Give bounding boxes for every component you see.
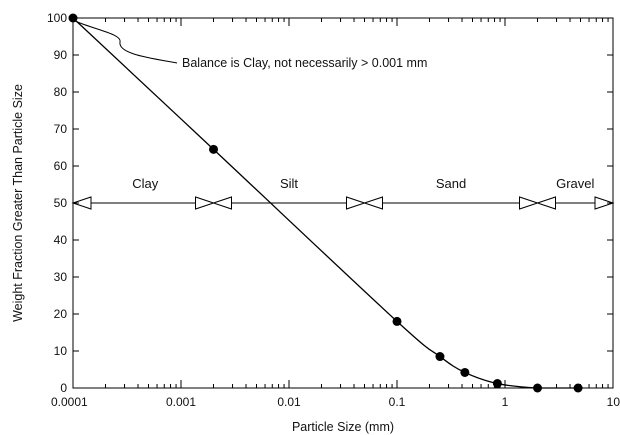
- arrow-left-head: [211, 196, 233, 210]
- class-label-clay: Clay: [132, 176, 159, 191]
- arrow-right-head: [345, 196, 367, 210]
- y-tick-label: 30: [54, 270, 68, 284]
- data-point: [209, 144, 219, 154]
- y-tick-label: 90: [54, 48, 68, 62]
- y-tick-label: 0: [60, 381, 67, 395]
- data-point: [573, 383, 583, 393]
- x-tick-label: 10: [607, 395, 620, 409]
- y-tick-label: 60: [54, 159, 68, 173]
- x-tick-label: 0.01: [277, 395, 301, 409]
- axis-ticks: 0 10 20 30 40 50 60 70 80 90 100 0.0001 0.001 0.01 0.1…: [47, 11, 620, 409]
- data-points: [68, 13, 583, 393]
- arrow-left-head: [362, 196, 383, 210]
- series-line: [72, 17, 579, 389]
- y-tick-label: 10: [54, 344, 68, 358]
- data-point: [392, 316, 402, 326]
- size-class-labels: Clay Silt Sand Gravel: [132, 176, 594, 191]
- y-tick-label: 50: [54, 196, 68, 210]
- size-class-arrows: [71, 196, 615, 210]
- class-label-silt: Silt: [280, 176, 298, 191]
- annotation-leader: [74, 20, 178, 64]
- y-tick-label: 100: [47, 11, 67, 25]
- class-label-gravel: Gravel: [556, 176, 594, 191]
- data-point: [460, 367, 470, 377]
- y-tick-label: 20: [54, 307, 68, 321]
- arrow-right-head: [519, 196, 540, 210]
- annotation-text: Balance is Clay, not necessarily > 0.001…: [182, 56, 427, 70]
- data-point: [68, 13, 78, 23]
- class-label-sand: Sand: [436, 176, 466, 191]
- x-axis-title: Particle Size (mm): [292, 420, 394, 434]
- y-axis-title: Weight Fraction Greater Than Particle Si…: [11, 84, 25, 322]
- x-tick-label: 0.001: [166, 395, 196, 409]
- arrow-left-head: [535, 196, 557, 210]
- x-tick-label: 0.1: [389, 395, 406, 409]
- x-tick-label: 1: [502, 395, 509, 409]
- data-point: [435, 352, 445, 362]
- arrow-right-head: [195, 196, 216, 210]
- data-point: [492, 379, 502, 389]
- y-tick-label: 70: [54, 122, 68, 136]
- arrow-left-head: [71, 196, 92, 210]
- y-tick-label: 80: [54, 85, 68, 99]
- data-point: [533, 383, 543, 393]
- y-tick-label: 40: [54, 233, 68, 247]
- arrow-right-head: [594, 196, 615, 210]
- x-tick-label: 0.0001: [51, 395, 88, 409]
